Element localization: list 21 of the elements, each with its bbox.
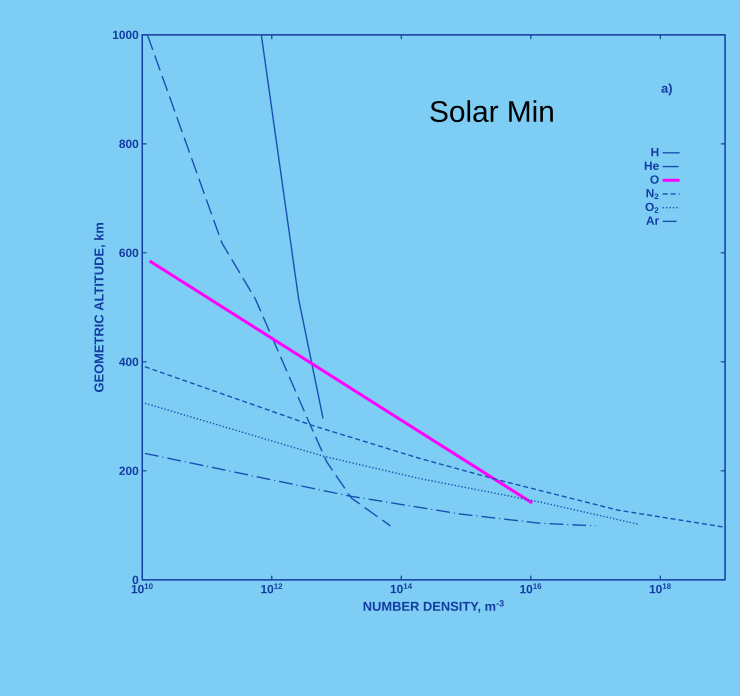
y-tick-label: 1000 (112, 30, 138, 39)
y-tick-label: 600 (119, 248, 138, 257)
legend-label: He (644, 161, 659, 170)
y-tick-label: 800 (119, 139, 138, 148)
x-tick-label: 10$^{10}$ (132, 583, 153, 594)
x-tick-label: 10$^{16}$ (520, 583, 542, 594)
legend-label: O (650, 175, 659, 184)
annotation: Solar Min (430, 100, 553, 122)
y-axis-title: GEOMETRIC ALTITUDE, km (94, 222, 106, 392)
y-tick-label: 400 (119, 357, 138, 366)
x-tick-label: 10$^{18}$ (650, 583, 671, 594)
legend-label: O$_{2}$ (646, 202, 658, 213)
x-axis-title: NUMBER DENSITY, m$^{-3}$ (364, 600, 504, 613)
y-tick-label: 0 (132, 575, 138, 584)
annotation: a) (661, 83, 672, 96)
legend-label: H (651, 148, 658, 156)
legend-label: N$_{2}$ (646, 188, 658, 199)
legend-label: Ar (646, 216, 660, 225)
y-tick-label: 200 (119, 466, 138, 475)
x-tick-label: 10$^{12}$ (261, 583, 282, 594)
x-tick-label: 10$^{14}$ (390, 583, 412, 594)
